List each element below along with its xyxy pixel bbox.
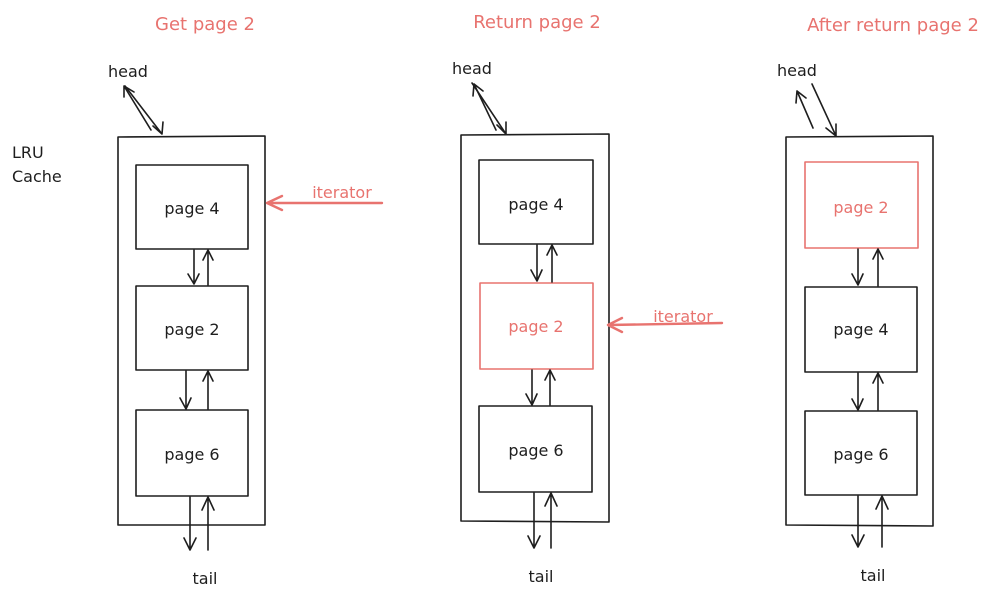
panel-title: Return page 2 — [473, 12, 601, 33]
tail-label: tail — [529, 567, 554, 586]
node-link-arrows — [179, 249, 215, 551]
lru-label-line2: Cache — [12, 167, 62, 186]
node-box — [804, 286, 918, 373]
node-box — [135, 164, 249, 250]
cache-container — [117, 135, 266, 526]
head-label: head — [108, 62, 148, 81]
iterator-pointer: iterator — [265, 183, 384, 212]
head-label: head — [452, 59, 492, 78]
iterator-label: iterator — [653, 307, 713, 326]
head-pointer-arrows — [795, 83, 837, 137]
head-pointer-arrows — [123, 85, 164, 135]
head-pointer-arrows — [471, 82, 507, 135]
head-label: head — [777, 61, 817, 80]
iterator-label: iterator — [312, 183, 372, 202]
node-box — [135, 409, 249, 497]
node-box — [478, 405, 593, 493]
node-box-highlighted — [479, 282, 594, 370]
lru-label-line1: LRU — [12, 143, 44, 162]
node-label: page 2 — [833, 198, 888, 217]
node-label: page 2 — [508, 317, 563, 336]
node-box-highlighted — [804, 161, 919, 249]
cache-container — [785, 135, 934, 527]
tail-label: tail — [193, 569, 218, 588]
node-link-arrows — [851, 248, 889, 548]
node-label: page 6 — [164, 445, 219, 464]
node-box — [478, 159, 594, 245]
node-link-arrows — [525, 244, 558, 549]
node-label: page 2 — [164, 320, 219, 339]
node-label: page 4 — [508, 195, 563, 214]
panel-get-page-2: Get page 2 head page 4 page 2 page 6 i — [108, 14, 384, 588]
node-box — [135, 285, 249, 371]
node-label: page 4 — [833, 320, 888, 339]
panel-title: Get page 2 — [155, 14, 255, 35]
node-label: page 6 — [833, 445, 888, 464]
node-label: page 6 — [508, 441, 563, 460]
panel-after-return-page-2: After return page 2 head page 2 page 4 p… — [777, 15, 979, 585]
node-box — [804, 410, 918, 496]
iterator-pointer: iterator — [606, 307, 724, 334]
tail-label: tail — [861, 566, 886, 585]
cache-container — [460, 133, 610, 523]
panel-title: After return page 2 — [807, 15, 979, 36]
node-label: page 4 — [164, 199, 219, 218]
panel-return-page-2: Return page 2 head page 4 page 2 page 6 … — [452, 12, 724, 586]
